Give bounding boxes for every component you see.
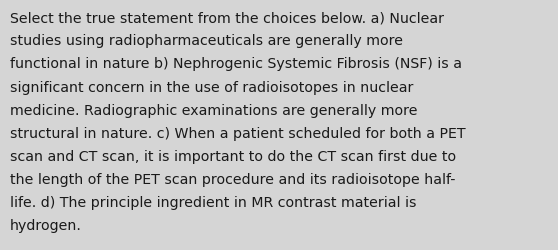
Text: scan and CT scan, it is important to do the CT scan first due to: scan and CT scan, it is important to do …	[10, 149, 456, 163]
Text: functional in nature b) Nephrogenic Systemic Fibrosis (NSF) is a: functional in nature b) Nephrogenic Syst…	[10, 57, 462, 71]
Text: hydrogen.: hydrogen.	[10, 218, 82, 232]
Text: medicine. Radiographic examinations are generally more: medicine. Radiographic examinations are …	[10, 103, 417, 117]
Text: life. d) The principle ingredient in MR contrast material is: life. d) The principle ingredient in MR …	[10, 195, 416, 209]
Text: the length of the PET scan procedure and its radioisotope half-: the length of the PET scan procedure and…	[10, 172, 455, 186]
Text: studies using radiopharmaceuticals are generally more: studies using radiopharmaceuticals are g…	[10, 34, 403, 48]
Text: Select the true statement from the choices below. a) Nuclear: Select the true statement from the choic…	[10, 11, 444, 25]
Text: significant concern in the use of radioisotopes in nuclear: significant concern in the use of radioi…	[10, 80, 413, 94]
Text: structural in nature. c) When a patient scheduled for both a PET: structural in nature. c) When a patient …	[10, 126, 466, 140]
